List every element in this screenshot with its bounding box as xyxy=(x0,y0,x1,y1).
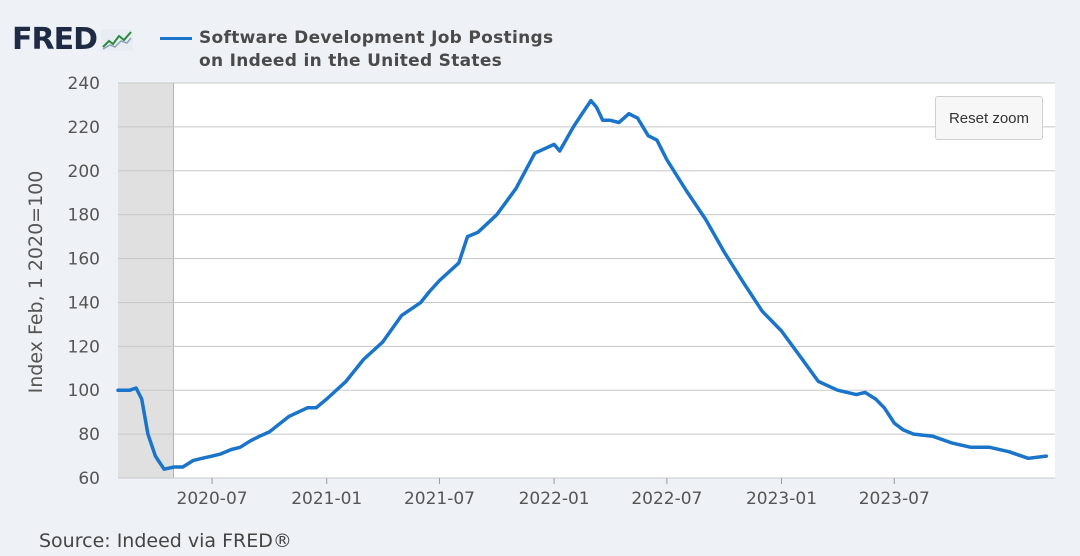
legend-swatch xyxy=(160,37,192,40)
y-axis-ticks: 60 80 100 120 140 160 180 200 220 240 xyxy=(68,74,100,489)
fred-logo[interactable]: FRED xyxy=(12,22,133,57)
y-tick-label: 60 xyxy=(78,469,100,489)
x-tick-label: 2022-07 xyxy=(631,489,702,509)
x-tick-label: 2020-07 xyxy=(177,489,248,509)
y-axis-title: Index Feb, 1 2020=100 xyxy=(25,170,47,394)
plot-area[interactable] xyxy=(118,83,1055,478)
x-tick-label: 2023-07 xyxy=(859,489,930,509)
x-tick-label: 2021-01 xyxy=(291,489,362,509)
reset-zoom-button[interactable]: Reset zoom xyxy=(935,96,1043,140)
y-tick-label: 180 xyxy=(68,206,100,226)
source-note: Source: Indeed via FRED® xyxy=(39,530,292,552)
x-axis-ticks: 2020-07 2021-01 2021-07 2022-01 2022-07 2023-… xyxy=(177,478,930,509)
series-layer xyxy=(116,98,1049,471)
x-tick-label: 2023-01 xyxy=(746,489,817,509)
y-tick-label: 240 xyxy=(68,74,100,94)
series-line-0 xyxy=(116,98,1049,471)
y-tick-label: 120 xyxy=(68,337,100,357)
y-tick-label: 140 xyxy=(68,293,100,313)
y-tick-label: 200 xyxy=(68,162,100,182)
legend-series-name: Software Development Job Postings on Ind… xyxy=(199,28,554,71)
y-tick-label: 220 xyxy=(68,118,100,138)
line-chart-icon xyxy=(101,28,133,51)
y-tick-label: 100 xyxy=(68,381,100,401)
x-tick-label: 2021-07 xyxy=(404,489,475,509)
logo-text: FRED xyxy=(12,22,98,57)
x-tick-label: 2022-01 xyxy=(519,489,590,509)
y-tick-label: 80 xyxy=(78,425,100,445)
chart-legend[interactable]: Software Development Job Postings on Ind… xyxy=(160,27,579,73)
gridlines-layer xyxy=(118,82,1055,479)
y-tick-label: 160 xyxy=(68,250,100,270)
